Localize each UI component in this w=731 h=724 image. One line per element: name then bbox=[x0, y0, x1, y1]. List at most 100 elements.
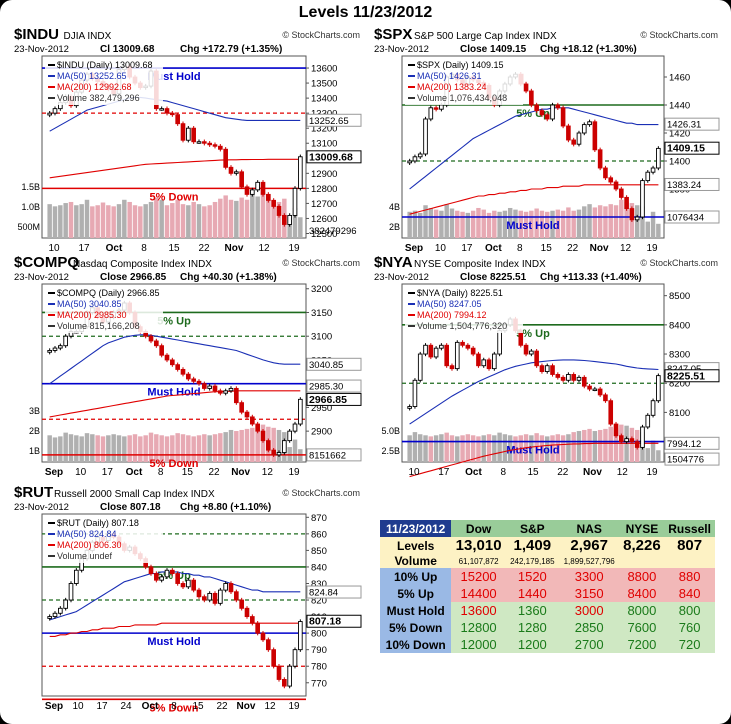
compq-candle bbox=[164, 354, 170, 361]
rut-candle bbox=[218, 589, 223, 604]
indu-ma50-line bbox=[49, 96, 301, 132]
spx-volume-bar bbox=[449, 208, 455, 238]
compq-price-label: 3040.85 bbox=[309, 360, 343, 371]
rut-candle bbox=[239, 599, 244, 609]
compq-candle bbox=[239, 402, 244, 413]
nya-volume-axis-label: 2.5B bbox=[381, 446, 400, 456]
nya-volume-bar bbox=[560, 435, 566, 462]
nya-candle bbox=[581, 376, 587, 387]
rut-legend-entry: $RUT (Daily) 807.18 bbox=[57, 518, 139, 528]
nya-volume-bar bbox=[582, 429, 587, 462]
spx-price-label-box bbox=[664, 117, 720, 131]
rut-candle bbox=[58, 607, 63, 614]
nya-candle bbox=[629, 438, 635, 443]
indu-chart: $INDU DJIA INDX © StockCharts.com 23-Nov-20… bbox=[12, 26, 362, 254]
indu-volume-bar bbox=[170, 203, 175, 238]
indu-candle bbox=[282, 214, 287, 225]
indu-volume-bar bbox=[79, 204, 84, 238]
nya-volume-bar bbox=[545, 436, 550, 462]
indu-candle bbox=[159, 108, 164, 111]
compq-ma50-line bbox=[49, 334, 301, 385]
spx-legend-entry: Volume 1,076,434,048 bbox=[417, 93, 507, 103]
indu-legend-entry: $INDU (Daily) 13009.68 bbox=[57, 60, 153, 70]
rut-ytick-label: 780 bbox=[311, 662, 327, 673]
spx-candle bbox=[555, 104, 561, 109]
compq-candle bbox=[202, 383, 207, 389]
indu-volume-bar bbox=[212, 201, 218, 238]
compq-price-label: 8151662 bbox=[309, 450, 346, 461]
nya-ma200-line bbox=[409, 442, 659, 478]
indu-xtick-label: 22 bbox=[198, 243, 210, 254]
cell-value: 12000 bbox=[451, 636, 506, 653]
compq-price-label: 2985.30 bbox=[309, 382, 343, 393]
indu-svg: $INDU DJIA INDX © StockCharts.com 23-Nov-20… bbox=[14, 26, 362, 254]
nya-volume-bar bbox=[476, 436, 481, 462]
compq-candle bbox=[287, 430, 292, 442]
nya-xtick-label: Oct bbox=[465, 467, 482, 478]
row-label: 10% Down bbox=[380, 636, 452, 653]
volume-value bbox=[664, 554, 715, 568]
compq-ytick-label: 3150 bbox=[311, 308, 332, 319]
nya-candle bbox=[412, 379, 418, 408]
nya-price-label: 7994.12 bbox=[667, 439, 701, 450]
cell-value: 3000 bbox=[558, 602, 620, 619]
spx-candle bbox=[433, 107, 439, 110]
nya-xtick-label: 19 bbox=[646, 467, 658, 478]
rut-price-label: 824.84 bbox=[309, 588, 338, 599]
compq-change: Chg +40.30 (+1.38%) bbox=[180, 272, 277, 283]
indu-symbol: $INDU bbox=[14, 26, 59, 43]
rut-ytick-label: 770 bbox=[311, 678, 327, 689]
cell-value: 840 bbox=[664, 585, 715, 602]
spx-candle bbox=[581, 124, 587, 134]
nya-volume-bar bbox=[465, 434, 471, 462]
nya-price-label-box bbox=[664, 369, 720, 383]
compq-volume-axis-label: 2B bbox=[29, 426, 40, 436]
spx-volume-bar bbox=[640, 206, 645, 238]
indu-level-label: 5% Down bbox=[150, 191, 199, 203]
spx-xtick-label: 12 bbox=[620, 243, 632, 254]
indu-candle bbox=[250, 189, 255, 195]
spx-xtick-label: 19 bbox=[646, 243, 658, 254]
nya-candle bbox=[619, 435, 624, 443]
indu-volume-bar bbox=[287, 216, 292, 238]
nya-ytick-label: 8300 bbox=[669, 350, 690, 361]
indu-candle bbox=[218, 145, 223, 150]
nya-candle bbox=[640, 426, 645, 448]
nya-candle bbox=[534, 350, 539, 367]
indu-volume-value: 382479296 bbox=[309, 226, 357, 237]
rut-candle bbox=[74, 569, 79, 584]
spx-price-label-box bbox=[664, 210, 720, 224]
cell-value: 2850 bbox=[558, 619, 620, 636]
nya-volume-bar bbox=[433, 435, 439, 462]
rut-xtick-label: 24 bbox=[120, 701, 132, 712]
indu-close: Cl 13009.68 bbox=[100, 44, 155, 55]
compq-candle bbox=[260, 430, 266, 442]
compq-volume-bar bbox=[154, 434, 159, 462]
indu-candle bbox=[175, 114, 180, 125]
nya-volume-bar bbox=[608, 426, 613, 462]
nya-candle bbox=[454, 341, 460, 370]
compq-candle bbox=[223, 390, 228, 394]
nya-candle bbox=[439, 344, 444, 349]
compq-candle bbox=[186, 373, 191, 380]
compq-candle bbox=[175, 364, 180, 370]
indu-volume-bar bbox=[164, 205, 170, 238]
volume-value: 242,179,185 bbox=[505, 554, 559, 568]
spx-volume-bar bbox=[645, 221, 650, 238]
rut-candle bbox=[68, 583, 74, 601]
compq-candle bbox=[255, 423, 260, 432]
compq-candle bbox=[63, 335, 68, 347]
summary-row-must-hold: Must Hold 13600 1360 3000 8000 800 bbox=[380, 602, 715, 619]
rut-xtick-label: 19 bbox=[288, 701, 300, 712]
rut-candle bbox=[63, 599, 68, 609]
compq-ytick-label: 3200 bbox=[311, 284, 332, 295]
rut-candle bbox=[202, 596, 207, 601]
nya-candle bbox=[465, 344, 471, 349]
rut-xtick-label: 15 bbox=[192, 701, 204, 712]
indu-change: Chg +172.79 (+1.35%) bbox=[180, 44, 282, 55]
rut-candle bbox=[196, 589, 202, 598]
indu-volume-bar bbox=[84, 199, 90, 238]
volume-value: 1,899,527,796 bbox=[558, 554, 620, 568]
rut-candle bbox=[207, 592, 212, 601]
